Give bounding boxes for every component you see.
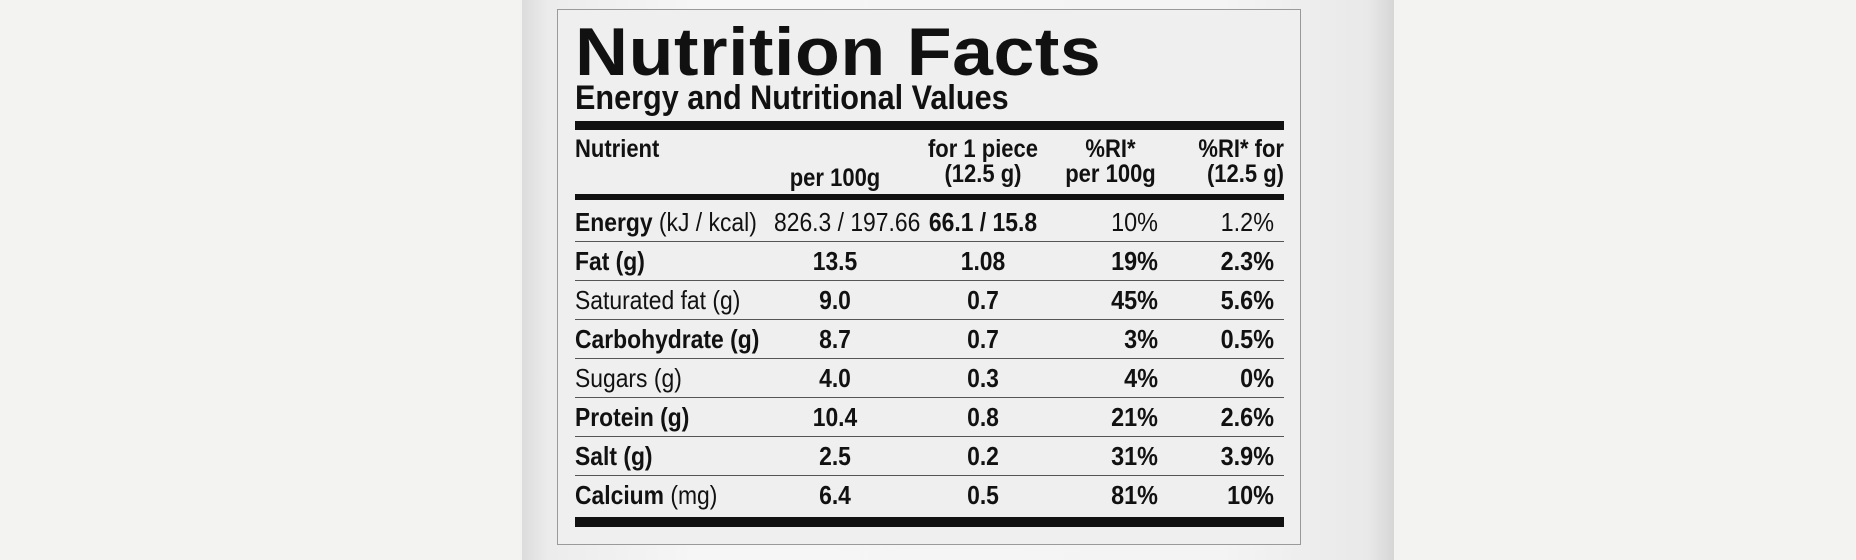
value-per-piece: 0.2 [967, 441, 999, 471]
ri-per-piece: 10% [1227, 480, 1274, 510]
row-divider [575, 319, 1284, 320]
header-per-piece: for 1 piece (12.5 g) [917, 137, 1049, 187]
header-per-piece-line2: (12.5 g) [944, 160, 1022, 188]
value-per-piece: 0.7 [967, 324, 999, 354]
ri-per-100g: 4% [1124, 363, 1158, 393]
ri-per-100g: 3% [1124, 324, 1158, 354]
nutrient-name: Protein (g) [575, 402, 690, 432]
row-divider [575, 241, 1284, 242]
ri-per-100g: 19% [1111, 246, 1158, 276]
value-per-piece: 1.08 [960, 246, 1006, 276]
header-ri-per-piece-line2: (12.5 g) [1206, 160, 1284, 188]
value-per-100g: 13.5 [812, 246, 858, 276]
value-per-piece: 0.7 [967, 285, 999, 315]
row-divider [575, 475, 1284, 476]
value-per-100g: 6.4 [819, 480, 851, 510]
value-per-100g: 2.5 [819, 441, 851, 471]
header-ri-per-piece-line1: %RI* for [1198, 135, 1284, 163]
header-per-100g: per 100g [789, 164, 881, 192]
value-per-100g: 8.7 [819, 324, 851, 354]
ri-per-piece: 5.6% [1220, 285, 1274, 315]
ri-per-piece: 1.2% [1220, 207, 1274, 237]
ri-per-100g: 45% [1111, 285, 1158, 315]
value-per-piece: 66.1 / 15.8 [928, 207, 1038, 237]
header-per-piece-line1: for 1 piece [927, 135, 1039, 163]
row-divider [575, 397, 1284, 398]
nutrient-name: Salt (g) [575, 441, 653, 471]
value-per-100g: 826.3 / 197.66 [774, 207, 921, 237]
value-per-100g: 9.0 [819, 285, 851, 315]
value-per-piece: 0.5 [967, 480, 999, 510]
value-per-100g: 4.0 [819, 363, 851, 393]
ri-per-piece: 2.3% [1220, 246, 1274, 276]
ri-per-piece: 0.5% [1220, 324, 1274, 354]
row-divider [575, 280, 1284, 281]
bottom-rule [575, 517, 1284, 527]
ri-per-100g: 21% [1111, 402, 1158, 432]
top-rule [575, 121, 1284, 130]
ri-per-piece: 2.6% [1220, 402, 1274, 432]
header-ri-per-piece: %RI* for (12.5 g) [1178, 137, 1284, 187]
nutrient-name: Carbohydrate (g) [575, 324, 760, 354]
ri-per-100g: 10% [1111, 207, 1158, 237]
nutrient-name: Sugars (g) [575, 363, 682, 393]
value-per-piece: 0.8 [967, 402, 999, 432]
ri-per-100g: 31% [1111, 441, 1158, 471]
nutrient-name: Fat (g) [575, 246, 645, 276]
header-ri-per-100g-line2: per 100g [1065, 160, 1156, 188]
nutrient-name: Calcium (mg) [575, 480, 718, 510]
row-divider [575, 436, 1284, 437]
header-rule [575, 194, 1284, 200]
header-ri-per-100g-line1: %RI* [1085, 135, 1136, 163]
ri-per-100g: 81% [1111, 480, 1158, 510]
header-ri-per-100g: %RI* per 100g [1060, 137, 1161, 187]
label-subtitle: Energy and Nutritional Values [575, 79, 1009, 117]
value-per-piece: 0.3 [967, 363, 999, 393]
nutrient-name: Saturated fat (g) [575, 285, 741, 315]
nutrition-label-panel [557, 9, 1301, 545]
ri-per-piece: 0% [1240, 363, 1274, 393]
header-nutrient: Nutrient [575, 135, 660, 163]
label-title: Nutrition Facts [575, 14, 1102, 90]
row-divider [575, 358, 1284, 359]
ri-per-piece: 3.9% [1220, 441, 1274, 471]
nutrient-name: Energy (kJ / kcal) [575, 207, 757, 237]
value-per-100g: 10.4 [812, 402, 858, 432]
